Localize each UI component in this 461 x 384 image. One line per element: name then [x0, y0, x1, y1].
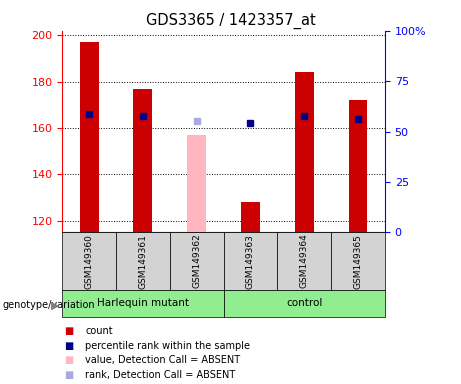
Bar [116, 232, 170, 290]
Bar [224, 290, 385, 317]
Text: GSM149365: GSM149365 [354, 234, 362, 288]
Bar [241, 202, 260, 232]
Bar [170, 232, 224, 290]
Bar [224, 232, 278, 290]
Text: GSM149363: GSM149363 [246, 234, 255, 288]
Text: GSM149362: GSM149362 [192, 234, 201, 288]
Text: ▶: ▶ [51, 300, 59, 310]
Bar [331, 232, 385, 290]
Bar [278, 232, 331, 290]
Text: Harlequin mutant: Harlequin mutant [97, 298, 189, 308]
Bar [134, 89, 152, 232]
Text: GSM149361: GSM149361 [138, 234, 148, 288]
Bar [62, 232, 116, 290]
Text: rank, Detection Call = ABSENT: rank, Detection Call = ABSENT [85, 370, 236, 380]
Text: control: control [286, 298, 322, 308]
Bar [295, 73, 313, 232]
Text: value, Detection Call = ABSENT: value, Detection Call = ABSENT [85, 355, 240, 365]
Bar [349, 100, 367, 232]
Bar [80, 42, 99, 232]
Text: GDS3365 / 1423357_at: GDS3365 / 1423357_at [146, 13, 315, 29]
Text: GSM149360: GSM149360 [85, 234, 94, 288]
Text: ■: ■ [65, 370, 74, 380]
Text: genotype/variation: genotype/variation [2, 300, 95, 310]
Text: count: count [85, 326, 113, 336]
Text: ■: ■ [65, 341, 74, 351]
Bar [187, 135, 206, 232]
Bar [62, 290, 224, 317]
Text: ■: ■ [65, 326, 74, 336]
Text: percentile rank within the sample: percentile rank within the sample [85, 341, 250, 351]
Text: GSM149364: GSM149364 [300, 234, 309, 288]
Text: ■: ■ [65, 355, 74, 365]
